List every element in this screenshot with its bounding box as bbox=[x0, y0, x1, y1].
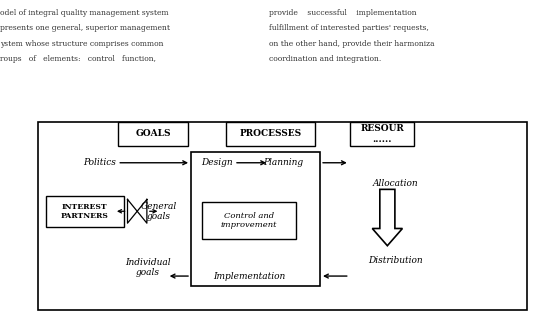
Text: coordination and integration.: coordination and integration. bbox=[269, 55, 381, 64]
Text: Distribution: Distribution bbox=[368, 256, 423, 265]
Text: on the other hand, provide their harmoniza: on the other hand, provide their harmoni… bbox=[269, 40, 435, 48]
Text: Planning: Planning bbox=[264, 158, 303, 167]
Text: General
goals: General goals bbox=[140, 202, 177, 221]
Text: provide    successful    implementation: provide successful implementation bbox=[269, 8, 416, 17]
Text: presents one general, superior management: presents one general, superior managemen… bbox=[0, 24, 170, 32]
Polygon shape bbox=[372, 189, 402, 246]
Text: PROCESSES: PROCESSES bbox=[239, 129, 301, 138]
Text: Control and
improvement: Control and improvement bbox=[221, 212, 277, 229]
Text: GOALS: GOALS bbox=[136, 129, 171, 138]
Bar bbox=[118, 122, 188, 146]
Text: Individual
goals: Individual goals bbox=[125, 258, 171, 277]
Text: odel of integral quality management system: odel of integral quality management syst… bbox=[0, 8, 168, 17]
Text: ystem whose structure comprises common: ystem whose structure comprises common bbox=[0, 40, 164, 48]
Bar bbox=[46, 196, 124, 227]
Text: Implementation: Implementation bbox=[213, 272, 285, 280]
Bar bbox=[191, 152, 320, 286]
Bar bbox=[226, 122, 315, 146]
Text: RESOUR
......: RESOUR ...... bbox=[360, 124, 404, 143]
Text: Politics: Politics bbox=[83, 158, 116, 167]
Text: fulfillment of interested parties' requests,: fulfillment of interested parties' reque… bbox=[269, 24, 429, 32]
Bar bbox=[350, 122, 414, 146]
Bar bbox=[202, 202, 296, 239]
Text: roups   of   elements:   control   function,: roups of elements: control function, bbox=[0, 55, 156, 64]
Text: Allocation: Allocation bbox=[373, 179, 418, 187]
Text: Design: Design bbox=[201, 158, 232, 167]
Text: INTEREST
PARTNERS: INTEREST PARTNERS bbox=[61, 203, 109, 220]
Bar bbox=[38, 122, 527, 310]
